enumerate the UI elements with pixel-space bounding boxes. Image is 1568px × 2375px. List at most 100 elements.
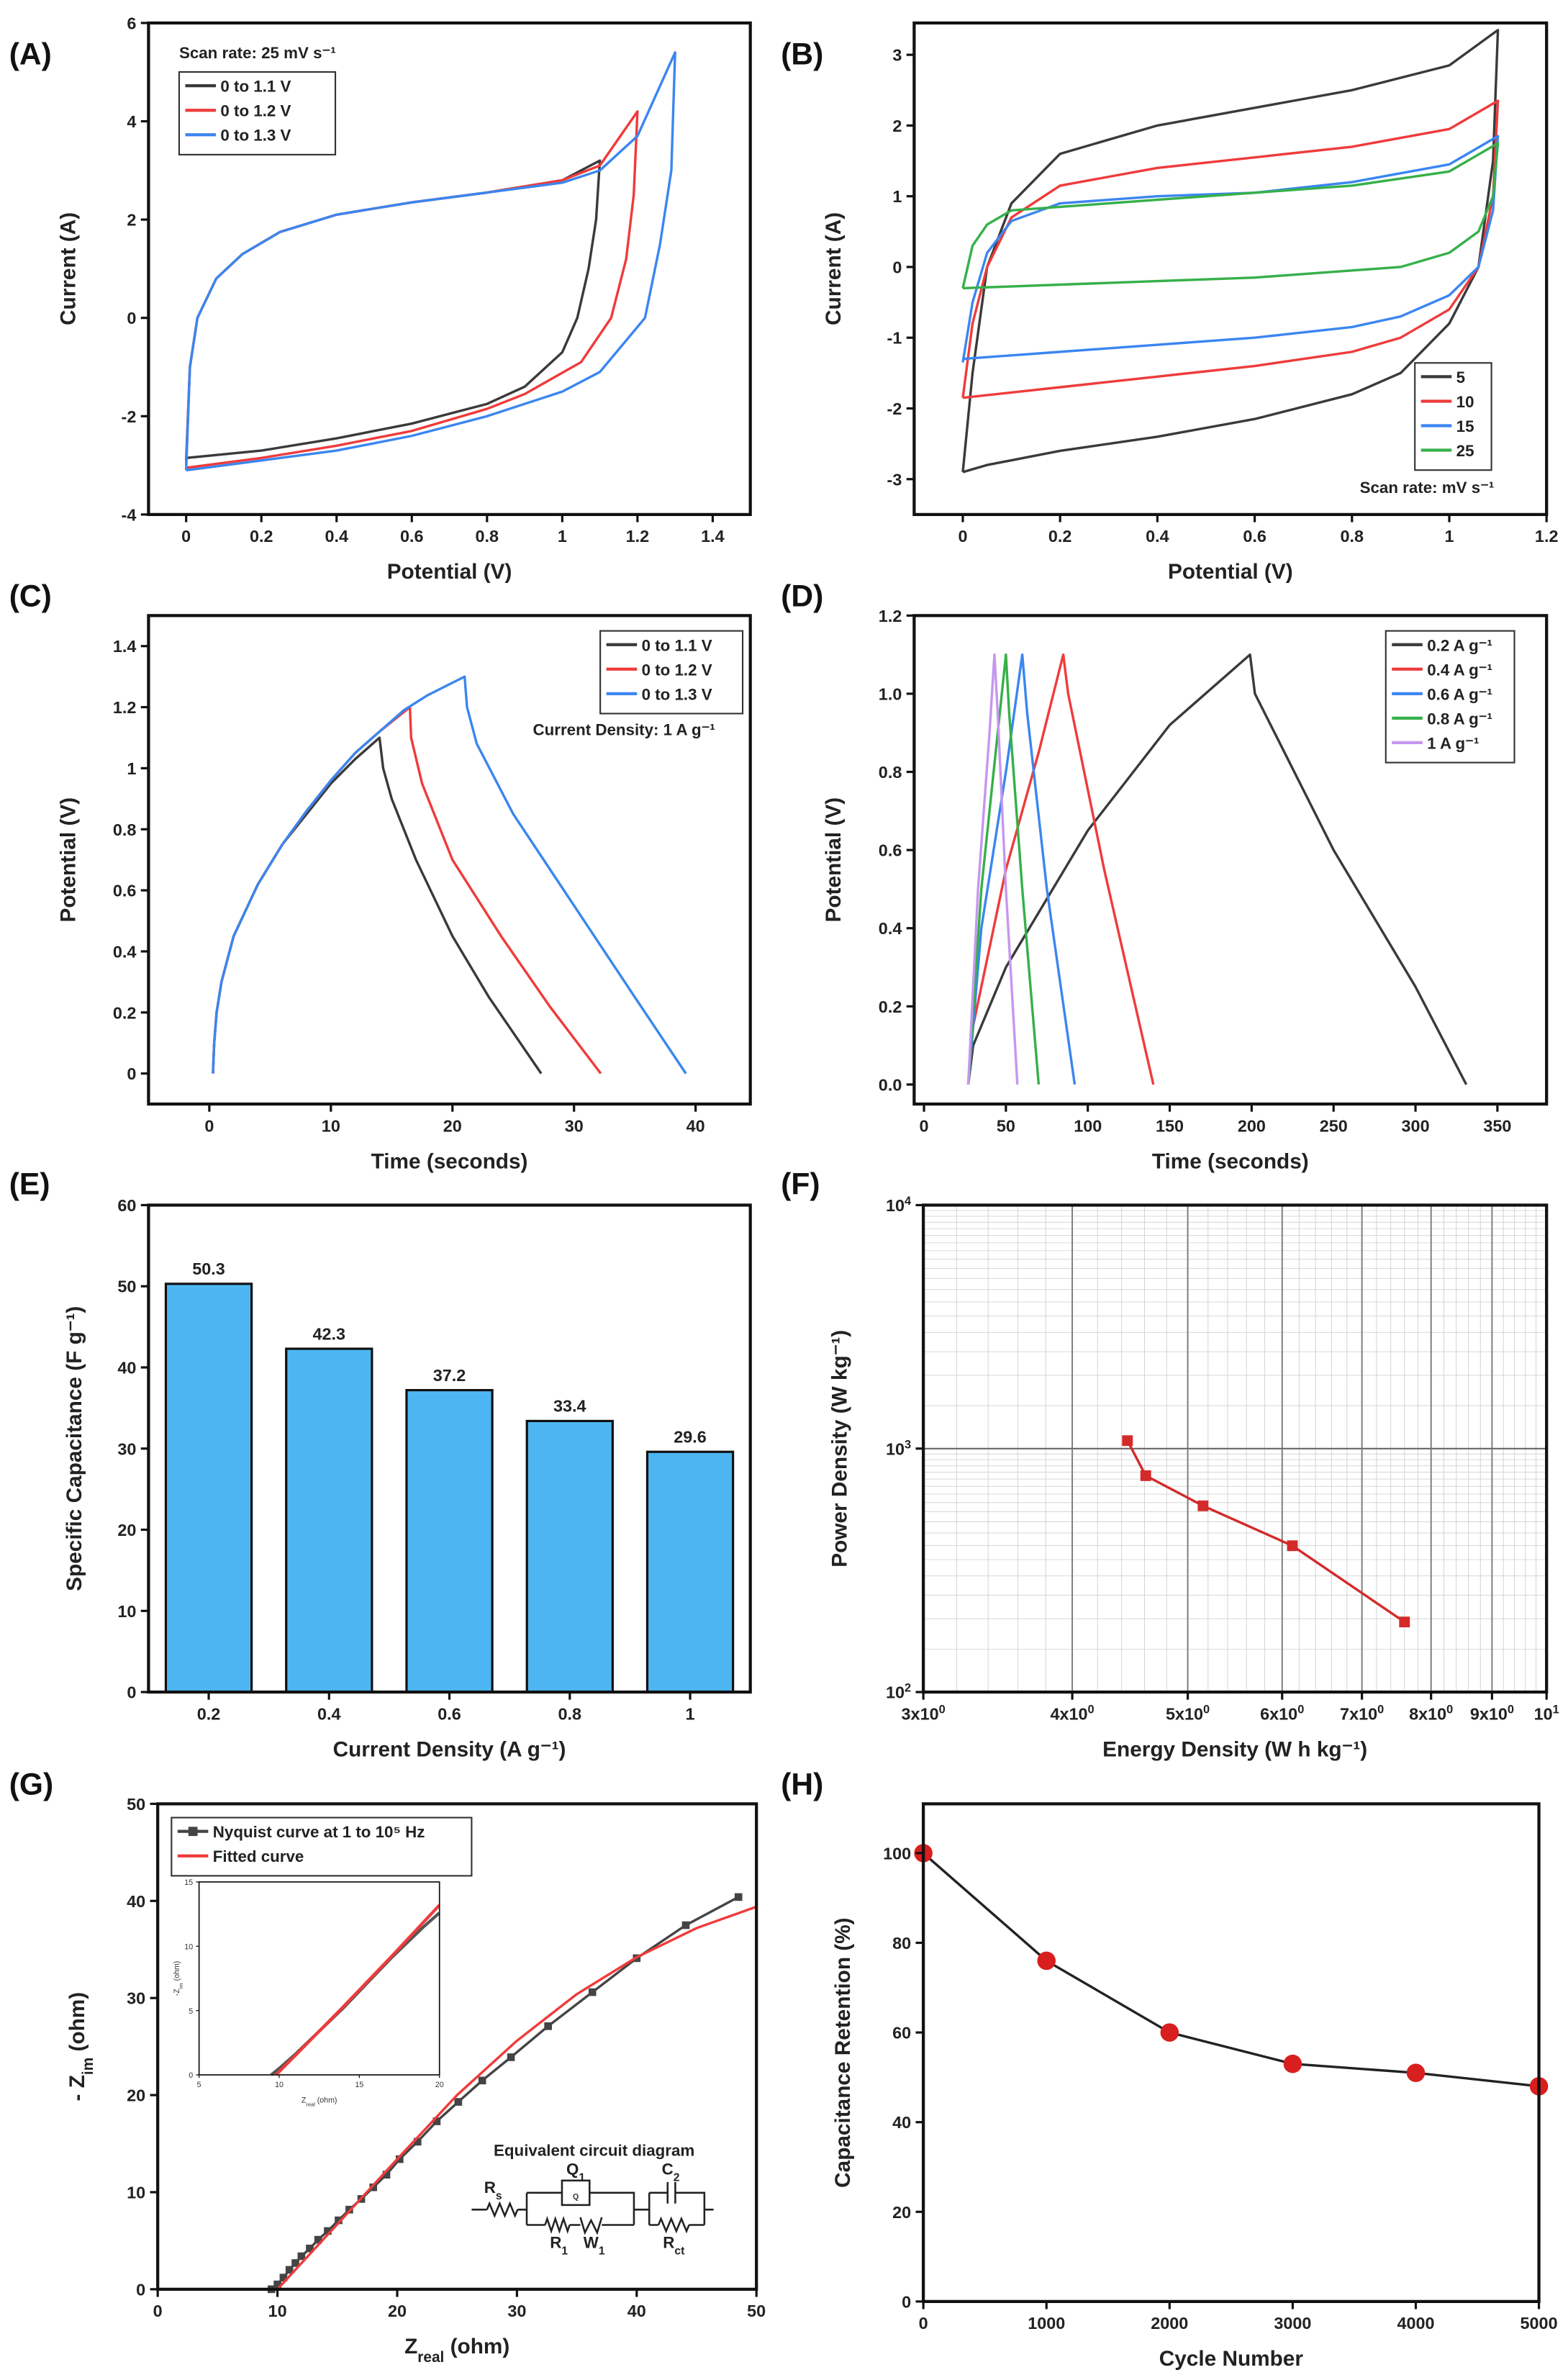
x-tick-label: 20 (388, 2302, 407, 2320)
x-tick-label: 1 (686, 1704, 695, 1723)
x-tick-label: 1 (1444, 527, 1454, 546)
x-tick-label: 7x100 (1340, 1703, 1384, 1723)
series-line-5 (966, 653, 1019, 1085)
legend-label: 15 (1456, 417, 1474, 435)
x-tick-label: 1.2 (1535, 527, 1559, 546)
x-axis-title: Potential (V) (1168, 560, 1293, 584)
series-line-2 (275, 1904, 441, 2076)
series-line-2 (212, 705, 602, 1075)
x-tick-label: 0.8 (558, 1704, 582, 1723)
x-tick-label: 4x100 (1051, 1703, 1095, 1723)
annotation: Scan rate: mV s⁻¹ (1360, 479, 1495, 497)
data-point-marker (285, 2266, 294, 2274)
x-axis-title: Zreal (ohm) (404, 2335, 509, 2365)
y-axis-title: Power Density (W kg⁻¹) (828, 1330, 852, 1568)
series-line-2 (961, 99, 1500, 399)
data-point-marker (1122, 1435, 1133, 1447)
x-tick-label: 50 (997, 1116, 1015, 1135)
circuit-label-r1: R1 (550, 2233, 568, 2256)
x-axis-title: Time (seconds) (1152, 1149, 1309, 1173)
y-tick-label: 2 (127, 211, 136, 230)
bar (645, 1450, 735, 1693)
x-tick-label: 30 (507, 2302, 526, 2320)
plot-frame (912, 614, 1549, 1106)
y-tick-label: 30 (127, 1989, 145, 2008)
resistor-rct-icon (657, 2216, 690, 2234)
cpe-symbol-label: Q (573, 2192, 579, 2201)
panel-label: (H) (781, 1768, 823, 1802)
y-tick-label: -4 (122, 505, 137, 524)
x-axis-title: Time (seconds) (371, 1149, 528, 1173)
legend-label: 0 to 1.3 V (220, 127, 291, 145)
x-tick-label: 0 (920, 1116, 929, 1135)
y-tick-label: 20 (127, 2086, 145, 2105)
y-tick-label: 20 (892, 2203, 911, 2222)
x-tick-label: 3000 (1274, 2314, 1311, 2333)
panel-label: (G) (9, 1768, 53, 1802)
data-point-marker (1283, 2054, 1302, 2073)
x-tick-label: 15 (355, 2081, 363, 2089)
x-tick-label: 40 (627, 2302, 646, 2320)
legend-label: 0 to 1.2 V (642, 661, 712, 679)
circuit-label-rct: Rct (663, 2233, 685, 2256)
legend-marker (188, 1827, 198, 1837)
warburg-w1-icon (579, 2217, 603, 2235)
legend-label: 10 (1456, 393, 1474, 411)
y-tick-label: 50 (117, 1277, 136, 1296)
x-tick-label: 5 (197, 2081, 201, 2089)
legend-label: 0 to 1.1 V (642, 636, 712, 654)
data-point-marker (382, 2171, 391, 2179)
x-tick-label: 0.6 (400, 527, 424, 546)
y-axis-title: Current (A) (822, 212, 846, 325)
data-point-marker (1287, 1540, 1298, 1552)
panel-label: (C) (9, 579, 52, 614)
x-tick-label: 1.2 (626, 527, 650, 546)
y-tick-label: 15 (184, 1878, 193, 1887)
y-tick-label: 1 (892, 187, 902, 206)
inset-y-axis-title: -Zim (ohm) (173, 1961, 184, 1996)
y-tick-label: 1 (127, 759, 136, 778)
circuit-title: Equivalent circuit diagram (494, 2142, 694, 2160)
y-tick-label: 0 (127, 1683, 136, 1702)
x-tick-label: 0 (958, 527, 967, 546)
data-point-marker (306, 2244, 314, 2253)
y-tick-label: 2 (892, 117, 902, 135)
y-tick-label: -1 (887, 329, 902, 348)
series-line-2 (966, 653, 1155, 1085)
y-tick-label: 0 (892, 258, 902, 276)
data-point-marker (297, 2252, 306, 2261)
series-line-3 (966, 653, 1077, 1085)
data-point-marker (369, 2183, 378, 2191)
bar-value-label: 29.6 (674, 1428, 707, 1447)
y-tick-label: 20 (117, 1521, 136, 1539)
y-tick-label: 80 (892, 1934, 911, 1953)
legend-label: 5 (1456, 368, 1465, 386)
legend: 0 to 1.1 V 0 to 1.2 V 0 to 1.3 V (178, 71, 337, 155)
y-tick-label: 10 (127, 2183, 145, 2202)
panel-c: (C) 0 10 20 30 40 0 0.2 0.4 0.6 0.8 1 1.2 1.4 Time (se… (9, 579, 752, 1173)
legend: Nyquist curve at 1 to 10⁵ Hz Fitted curve (171, 1817, 473, 1877)
y-tick-label: -2 (122, 407, 137, 426)
circuit-label-rs: Rs (484, 2179, 502, 2202)
data-point-marker (734, 1893, 743, 1901)
y-tick-label: 10 (117, 1602, 136, 1621)
plot-frame (198, 1881, 440, 2076)
y-tick-label: 1.2 (113, 698, 137, 717)
x-tick-label: 4000 (1397, 2314, 1434, 2333)
bar-value-label: 37.2 (433, 1366, 466, 1385)
legend-label: 1 A g⁻¹ (1427, 734, 1479, 752)
y-tick-label: 3 (892, 46, 902, 65)
x-tick-label: 9x100 (1470, 1703, 1514, 1723)
y-tick-label: 0.0 (879, 1075, 902, 1094)
y-tick-label: 0 (189, 2071, 193, 2080)
legend-label: 0 to 1.3 V (642, 685, 712, 703)
y-axis-title: Potential (V) (822, 797, 846, 923)
x-axis-title: Current Density (A g⁻¹) (333, 1737, 566, 1761)
x-tick-label: 0.2 (250, 527, 273, 546)
data-point-marker (1160, 2023, 1179, 2042)
series-line-1 (966, 653, 1468, 1085)
y-tick-label: 102 (886, 1682, 911, 1702)
x-tick-label: 10 (275, 2081, 284, 2089)
